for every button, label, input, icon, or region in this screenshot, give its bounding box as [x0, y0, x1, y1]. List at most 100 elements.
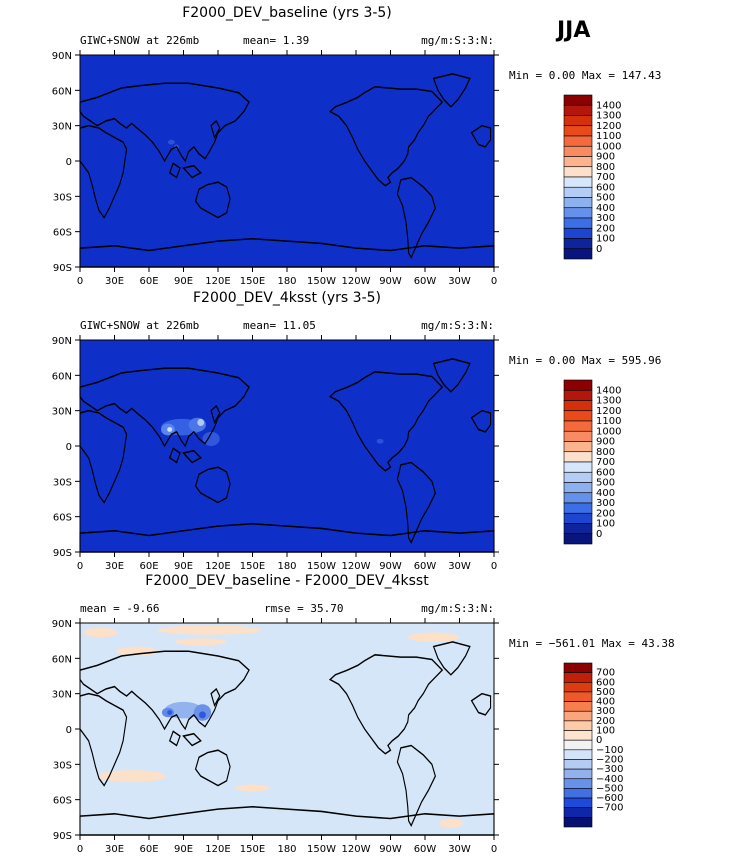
lat-tick-label: 60N	[52, 86, 72, 97]
lon-tick-label: 0	[491, 844, 497, 855]
variable-label: GIWC+SNOW at 226mb	[80, 319, 199, 332]
season-label: JJA	[557, 18, 591, 43]
lon-tick-label: 120W	[342, 276, 371, 287]
colorbar-cell	[563, 94, 593, 106]
lat-tick-label: 30S	[53, 477, 72, 488]
colorbar-label: 100	[596, 726, 615, 737]
lon-tick-label: 0	[77, 276, 83, 287]
field-patch	[197, 418, 205, 426]
lon-tick-label: 60E	[139, 844, 158, 855]
colorbar-label: 900	[596, 152, 615, 163]
field-overlay	[83, 625, 463, 828]
lon-tick-label: 180	[277, 561, 296, 572]
colorbar-cell	[563, 451, 593, 463]
colorbar-cell	[563, 720, 593, 731]
lon-tick-label: 90W	[379, 561, 402, 572]
rmse-label: rmse = 35.70	[264, 602, 343, 615]
lat-tick-label: 30S	[53, 192, 72, 203]
colorbar-label: 0	[596, 529, 602, 540]
lon-tick-label: 180	[277, 276, 296, 287]
field-patch	[97, 770, 167, 782]
colorbar-cell	[563, 533, 593, 545]
lon-tick-label: 150W	[307, 561, 336, 572]
colorbar-label: 200	[596, 716, 615, 727]
colorbar-label: 1100	[596, 416, 621, 427]
colorbar-cell	[563, 238, 593, 250]
lon-tick-label: 0	[491, 276, 497, 287]
lat-tick-label: 90S	[53, 831, 72, 842]
mean-label: mean = -9.66	[80, 602, 159, 615]
map-background	[80, 55, 494, 267]
colorbar-label: 300	[596, 498, 615, 509]
field-patch	[438, 818, 463, 828]
lon-tick-label: 30E	[105, 276, 124, 287]
mean-label: mean= 1.39	[243, 34, 309, 47]
lat-tick-label: 0	[66, 725, 72, 736]
colorbar-cell	[563, 807, 593, 818]
lon-tick-label: 180	[277, 844, 296, 855]
colorbar-label: 900	[596, 437, 615, 448]
field-patch	[83, 627, 118, 638]
colorbar-cell	[563, 430, 593, 442]
lat-tick-label: 30N	[52, 122, 72, 133]
field-overlay	[161, 417, 384, 446]
colorbar-cell	[563, 441, 593, 453]
field-patch	[157, 625, 262, 635]
colorbar-label: −200	[596, 754, 623, 765]
lat-tick-label: 90N	[52, 336, 72, 347]
colorbar-cell	[563, 701, 593, 712]
field-patch	[199, 711, 206, 719]
lon-tick-label: 120E	[205, 844, 230, 855]
minmax-label: Min = 0.00 Max = 147.43	[509, 69, 661, 82]
map-panel-2: F2000_DEV_4ksst (yrs 3-5) GIWC+SNOW at 22…	[52, 290, 662, 572]
colorbar-cell	[563, 523, 593, 535]
lon-tick-label: 120E	[205, 561, 230, 572]
lat-tick-label: 90N	[52, 51, 72, 62]
lat-tick-label: 0	[66, 442, 72, 453]
lon-tick-label: 30W	[448, 844, 471, 855]
colorbar-cell	[563, 461, 593, 473]
colorbar-cell	[563, 710, 593, 722]
colorbar-cell	[563, 681, 593, 693]
lon-tick-label: 60E	[139, 276, 158, 287]
colorbar-label: 700	[596, 457, 615, 468]
colorbar-cell	[563, 166, 593, 178]
mean-label: mean= 11.05	[243, 319, 316, 332]
colorbar-cell	[563, 197, 593, 209]
colorbar-label: 1400	[596, 385, 621, 396]
colorbar-label: 500	[596, 478, 615, 489]
lon-tick-label: 60E	[139, 561, 158, 572]
lon-tick-label: 150E	[240, 844, 265, 855]
lon-tick-label: 30E	[105, 844, 124, 855]
lon-tick-label: 60W	[414, 561, 437, 572]
field-patch	[235, 784, 270, 792]
colorbar-cell	[563, 125, 593, 137]
colorbar-label: 500	[596, 193, 615, 204]
lat-tick-label: 90S	[53, 263, 72, 274]
colorbar-cell	[563, 389, 593, 401]
colorbar-cell	[563, 135, 593, 147]
colorbar-cell	[563, 778, 593, 789]
colorbar-cell	[563, 471, 593, 483]
colorbar-label: 600	[596, 677, 615, 688]
colorbar-cell	[563, 759, 593, 770]
colorbar-label: 1400	[596, 100, 621, 111]
lat-tick-label: 0	[66, 157, 72, 168]
colorbar-label: 100	[596, 519, 615, 530]
colorbar-label: 400	[596, 488, 615, 499]
lon-tick-label: 90E	[174, 561, 193, 572]
colorbar-label: 1000	[596, 141, 621, 152]
colorbar-cell	[563, 379, 593, 391]
colorbar-label: 400	[596, 203, 615, 214]
lon-tick-label: 30E	[105, 561, 124, 572]
lon-tick-label: 90E	[174, 276, 193, 287]
colorbar-label: 1100	[596, 131, 621, 142]
minmax-label: Min = 0.00 Max = 595.96	[509, 354, 661, 367]
colorbar-cell	[563, 410, 593, 422]
map-background	[80, 340, 494, 552]
colorbar-cell	[563, 420, 593, 432]
colorbar-cell	[563, 145, 593, 157]
colorbar-cell	[563, 156, 593, 168]
colorbar-cell	[563, 115, 593, 127]
